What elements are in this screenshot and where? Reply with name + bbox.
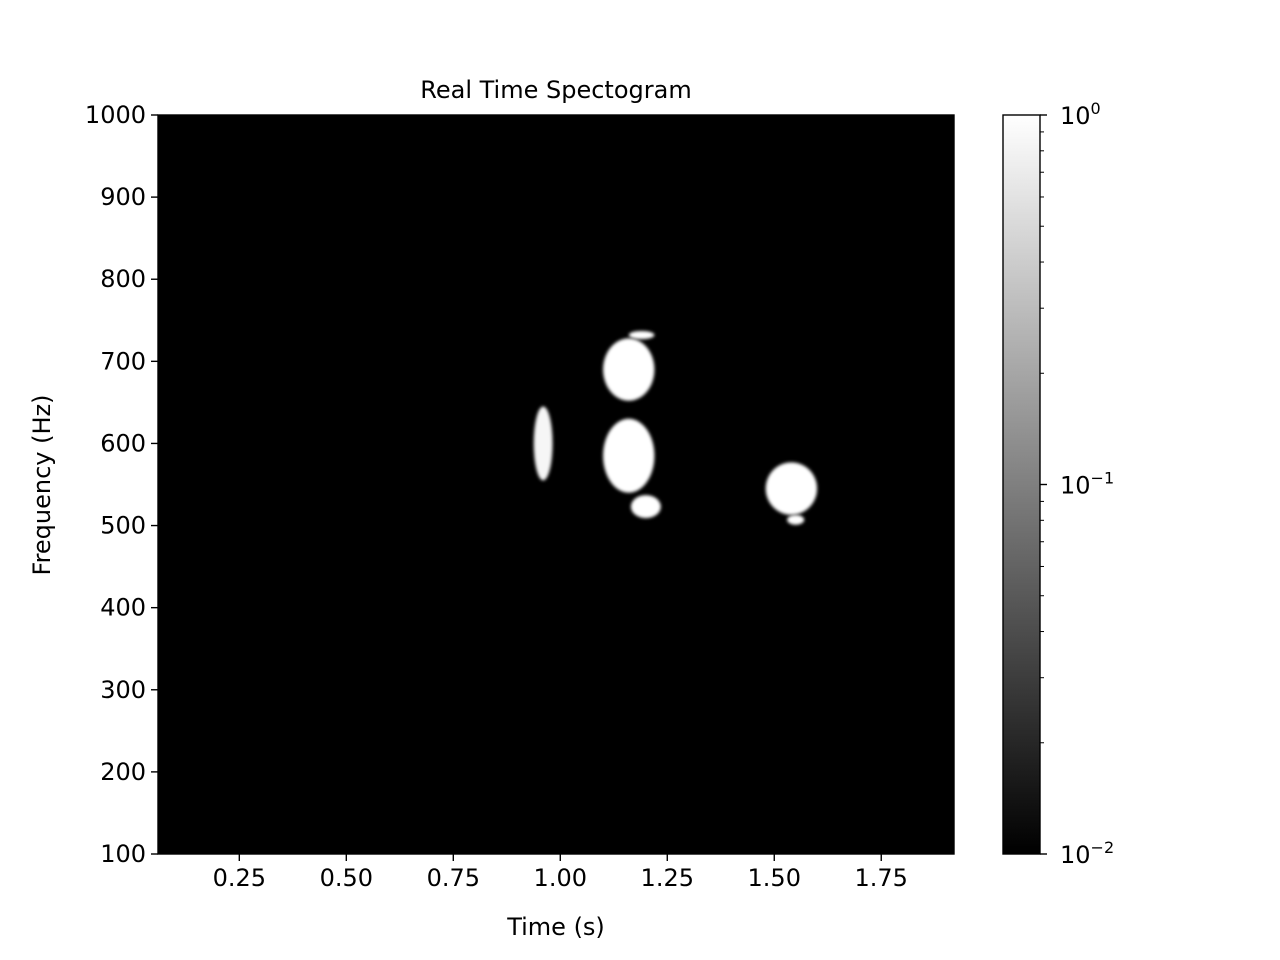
x-tick-label: 1.50 bbox=[748, 864, 801, 892]
x-tick-label: 1.00 bbox=[534, 864, 587, 892]
y-tick-label: 400 bbox=[100, 594, 146, 622]
x-tick-label: 0.50 bbox=[320, 864, 373, 892]
plot-frame bbox=[157, 114, 955, 855]
y-tick-label: 700 bbox=[100, 347, 146, 375]
y-tick-label: 100 bbox=[100, 840, 146, 868]
x-axis-label: Time (s) bbox=[506, 913, 605, 941]
colorbar-tick-label: 100 bbox=[1060, 99, 1101, 130]
y-axis: 100 200 300 400 500 600 700 800 900 1000 bbox=[85, 101, 158, 868]
spectrogram-blob-6 bbox=[765, 462, 818, 515]
colorbar-tick-label: 10−1 bbox=[1060, 469, 1114, 500]
y-tick-label: 600 bbox=[100, 429, 146, 457]
y-tick-label: 900 bbox=[100, 183, 146, 211]
plot-area bbox=[158, 115, 954, 854]
y-tick-label: 300 bbox=[100, 676, 146, 704]
chart-title: Real Time Spectogram bbox=[420, 76, 691, 104]
colorbar bbox=[1002, 114, 1041, 855]
spectrogram-blob-5 bbox=[630, 495, 661, 519]
spectrogram-blob-7 bbox=[787, 514, 805, 525]
y-tick-label: 200 bbox=[100, 758, 146, 786]
spectrogram-blob-4 bbox=[603, 418, 655, 493]
x-tick-label: 1.25 bbox=[641, 864, 694, 892]
spectrogram-blob-3 bbox=[628, 330, 655, 340]
x-axis: 0.25 0.50 0.75 1.00 1.25 1.50 1.75 bbox=[213, 854, 908, 892]
colorbar-ticks: 100 10−1 10−2 bbox=[1040, 99, 1114, 869]
y-tick-label: 1000 bbox=[85, 101, 146, 129]
y-axis-label: Frequency (Hz) bbox=[28, 395, 56, 576]
y-tick-label: 500 bbox=[100, 512, 146, 540]
spectrogram-blobs bbox=[533, 330, 818, 525]
spectrogram-blob-2 bbox=[603, 338, 655, 401]
y-tick-label: 800 bbox=[100, 265, 146, 293]
x-tick-label: 0.75 bbox=[427, 864, 480, 892]
x-tick-label: 1.75 bbox=[855, 864, 908, 892]
x-tick-label: 0.25 bbox=[213, 864, 266, 892]
spectrogram-blob-1 bbox=[533, 406, 553, 481]
colorbar-tick-label: 10−2 bbox=[1060, 838, 1114, 869]
